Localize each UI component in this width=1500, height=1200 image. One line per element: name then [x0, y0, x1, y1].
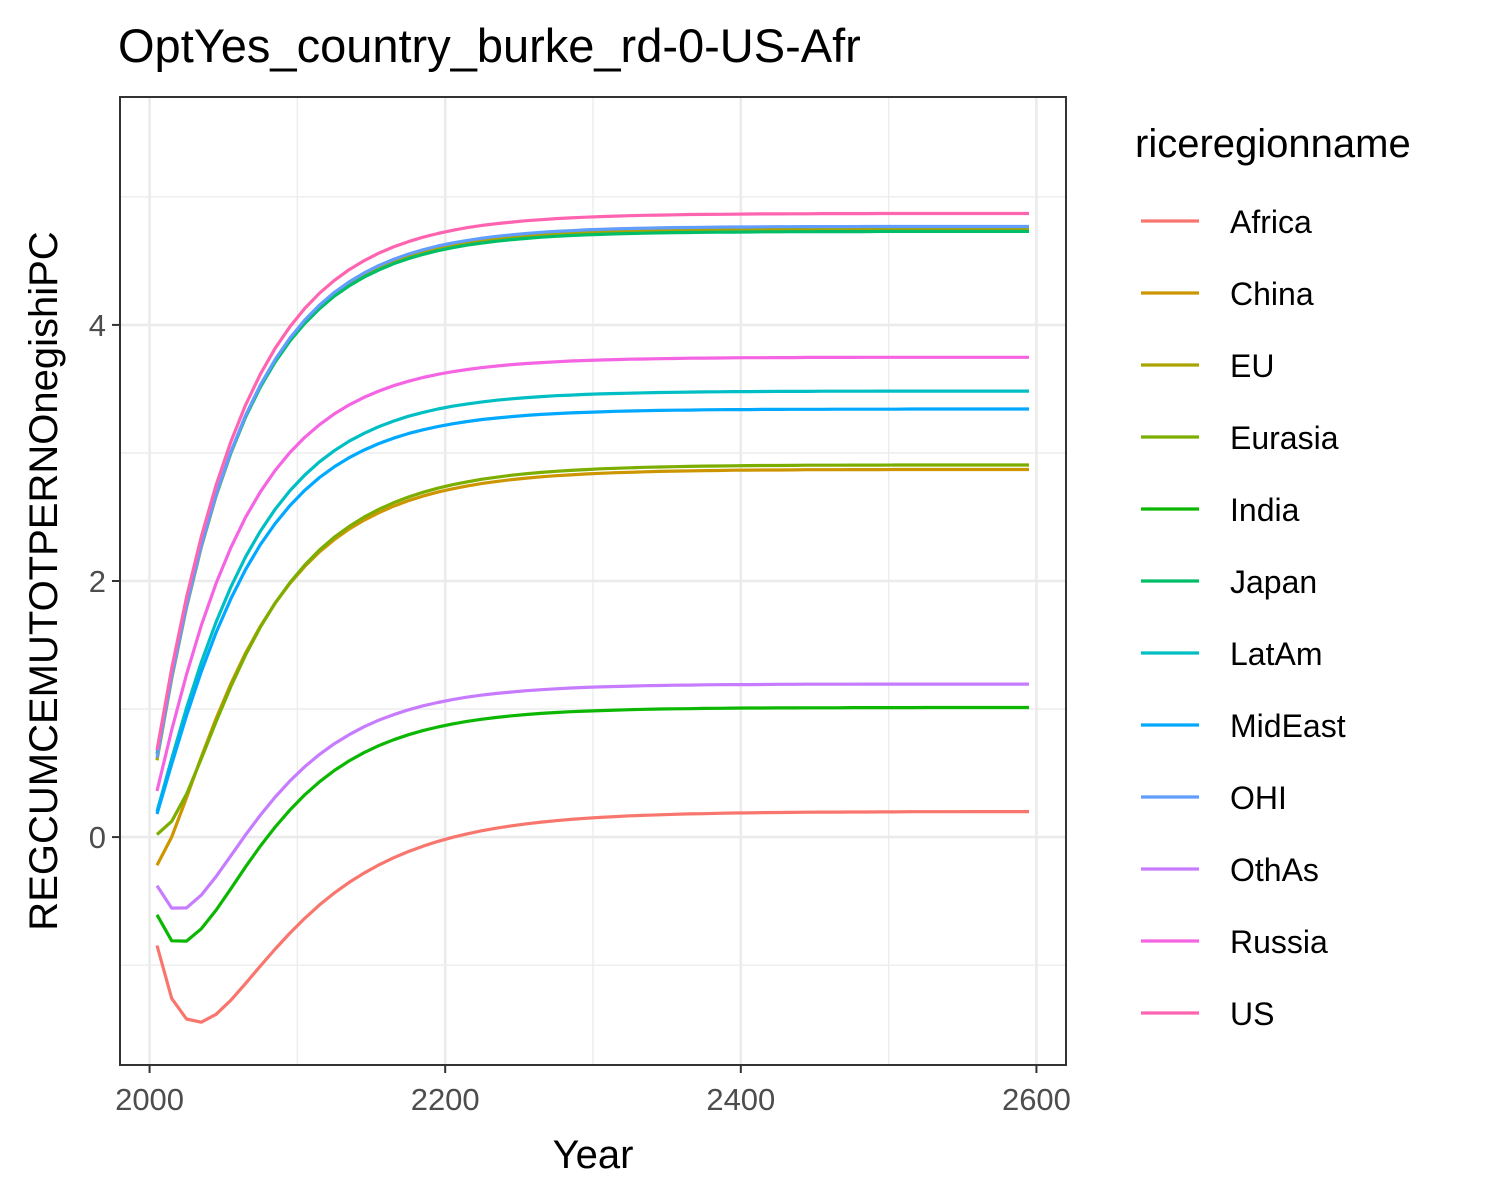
x-axis: 2000 2200 2400 2600 — [115, 1065, 1071, 1117]
legend-label-china: China — [1230, 276, 1314, 312]
legend-label-russia: Russia — [1230, 924, 1328, 960]
legend: riceregionname Africa China EU Eurasia India… — [1135, 122, 1411, 1032]
series-line-india — [155, 705, 1029, 943]
y-tick-label: 0 — [89, 820, 106, 855]
x-tick-label: 2600 — [1002, 1082, 1071, 1117]
legend-label-japan: Japan — [1230, 564, 1317, 600]
x-axis-title: Year — [553, 1133, 634, 1177]
y-tick-label: 2 — [89, 564, 106, 599]
series-line-mideast — [155, 407, 1029, 815]
x-tick-label: 2200 — [411, 1082, 480, 1117]
series-line-us — [155, 211, 1029, 751]
y-axis: 0 2 4 — [89, 308, 120, 855]
series-line-russia — [155, 355, 1029, 792]
x-tick-label: 2000 — [115, 1082, 184, 1117]
series-lines — [155, 211, 1029, 1024]
major-gridlines — [120, 97, 1066, 1065]
y-tick-label: 4 — [89, 308, 106, 343]
legend-label-mideast: MidEast — [1230, 708, 1346, 744]
chart-title: OptYes_country_burke_rd-0-US-Afr — [118, 19, 861, 72]
legend-label-africa: Africa — [1230, 204, 1312, 240]
legend-label-eurasia: Eurasia — [1230, 420, 1339, 456]
series-line-othas — [155, 682, 1029, 910]
series-line-japan — [155, 229, 1029, 755]
legend-label-latam: LatAm — [1230, 636, 1322, 672]
legend-label-othas: OthAs — [1230, 852, 1319, 888]
legend-title: riceregionname — [1135, 122, 1411, 166]
x-tick-label: 2400 — [706, 1082, 775, 1117]
series-line-latam — [155, 389, 1029, 812]
series-line-ohi — [155, 224, 1029, 758]
legend-label-ohi: OHI — [1230, 780, 1287, 816]
series-line-eurasia — [155, 463, 1029, 836]
legend-label-eu: EU — [1230, 348, 1274, 384]
legend-items: Africa China EU Eurasia India Japan LatAm MidEa… — [1141, 204, 1346, 1032]
y-axis-title: REGCUMCEMUTOTPERNOnegishiPC — [22, 231, 66, 930]
series-line-africa — [155, 809, 1029, 1024]
legend-label-india: India — [1230, 492, 1300, 528]
legend-label-us: US — [1230, 996, 1274, 1032]
